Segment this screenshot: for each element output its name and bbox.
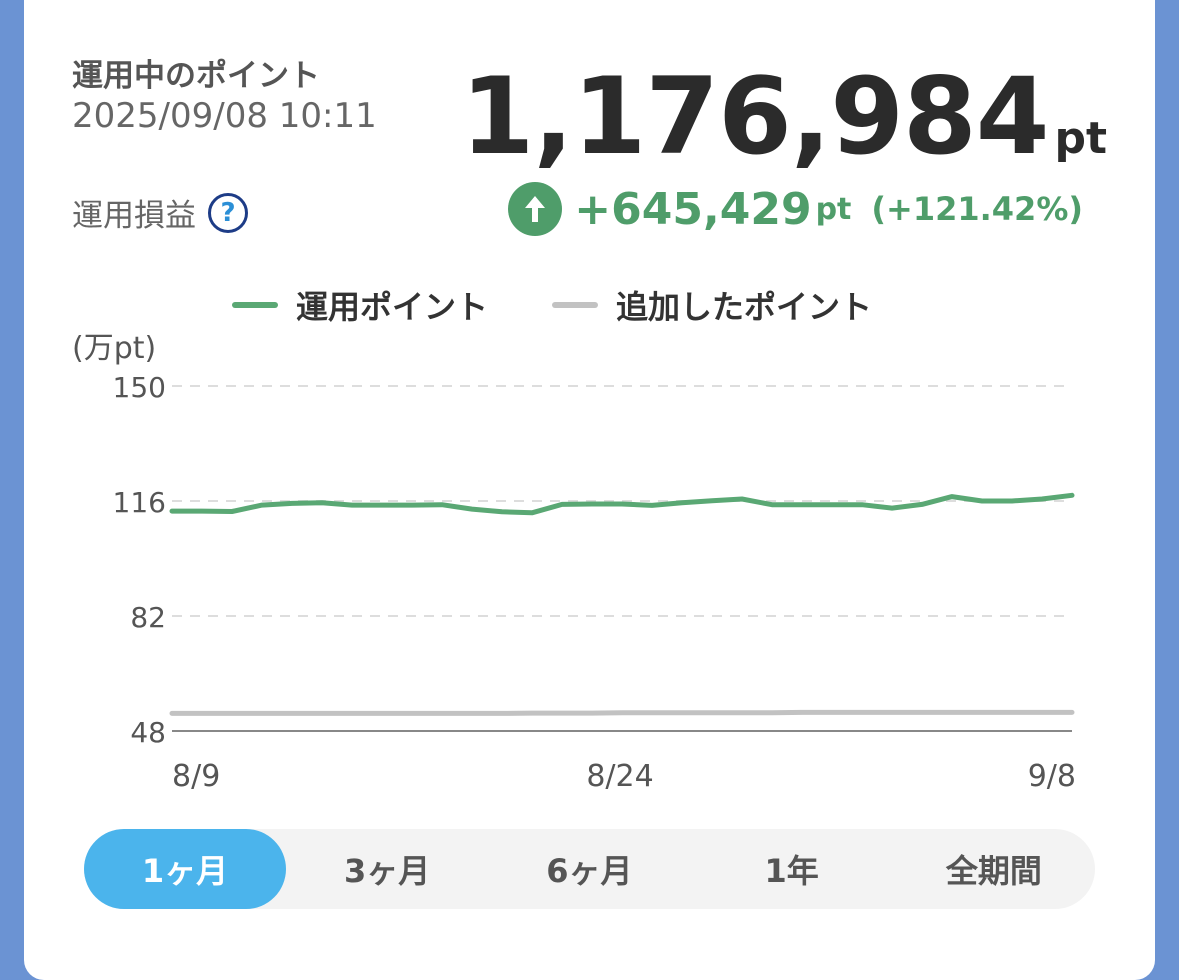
y-axis-unit-label: (万pt): [72, 331, 156, 366]
x-tick-label: 8/9: [172, 759, 220, 794]
profit-display: +645,429 pt (+121.42%): [508, 182, 1083, 236]
profit-loss-label-row: 運用損益 ?: [72, 190, 248, 235]
tab-3-months[interactable]: 3ヶ月: [343, 852, 431, 890]
chart-grid: [172, 385, 1072, 732]
x-tick-label: 8/24: [586, 759, 653, 794]
balance-unit: pt: [1054, 113, 1107, 164]
legend-label-added: 追加したポイント: [616, 288, 873, 326]
line-chart: (万pt) 150 116 82 48 8/9 8/24 9/8: [72, 331, 1076, 794]
y-tick-label: 48: [130, 716, 166, 749]
legend-swatch-gray: [552, 302, 599, 308]
series-line-added: [169, 709, 1075, 716]
tab-all-time[interactable]: 全期間: [945, 852, 1042, 890]
tab-6-months[interactable]: 6ヶ月: [546, 852, 633, 890]
legend-item-managed: 運用ポイント: [232, 282, 488, 328]
y-tick-label: 82: [130, 601, 166, 634]
series-line-managed: [169, 492, 1075, 516]
balance-display: 1,176,984 pt: [461, 55, 1107, 178]
legend-item-added: 追加したポイント: [552, 282, 872, 328]
legend-swatch-green: [232, 302, 278, 308]
balance-value: 1,176,984: [460, 55, 1050, 178]
profit-loss-label: 運用損益: [72, 198, 196, 234]
timestamp: 2025/09/08 10:11: [72, 96, 377, 136]
tab-1-year[interactable]: 1年: [764, 852, 819, 890]
x-tick-label: 9/8: [1028, 759, 1076, 794]
profit-unit: pt: [815, 191, 852, 227]
y-tick-label: 150: [113, 371, 166, 404]
y-tick-label: 116: [113, 486, 166, 519]
arrow-up-circle-icon: [508, 182, 563, 236]
profit-amount: +645,429: [574, 183, 812, 235]
chart-series: [169, 492, 1075, 716]
page-title: 運用中のポイント: [72, 58, 320, 94]
y-axis-ticks: 150 116 82 48: [113, 371, 166, 749]
x-axis-ticks: 8/9 8/24 9/8: [172, 759, 1076, 794]
portfolio-card: [24, 0, 1155, 980]
question-circle-icon[interactable]: ?: [208, 192, 248, 233]
tab-1-month[interactable]: 1ヶ月: [84, 829, 286, 909]
chart-legend: 運用ポイント 追加したポイント: [232, 282, 936, 328]
profit-percent: (+121.42%): [871, 190, 1083, 228]
period-tabs: 1ヶ月 3ヶ月 6ヶ月 1年 全期間: [84, 829, 1095, 909]
legend-label-managed: 運用ポイント: [296, 288, 489, 326]
